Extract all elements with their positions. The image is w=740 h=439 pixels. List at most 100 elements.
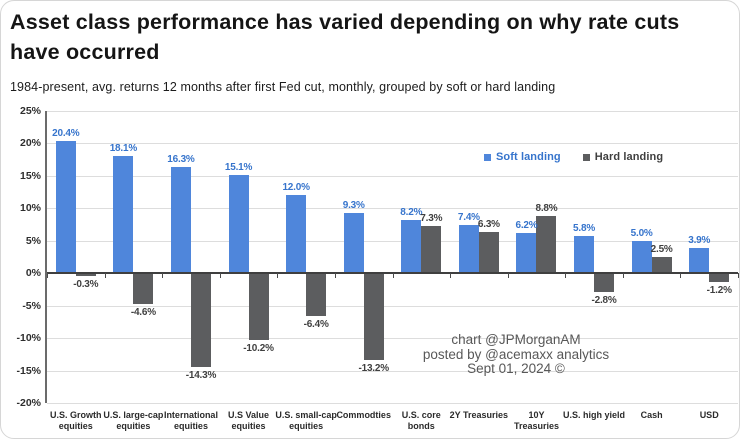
x-axis-tick <box>334 273 336 279</box>
value-label-hard-landing: 8.8% <box>535 203 558 215</box>
category-label: Commodties <box>336 410 391 420</box>
bar-hard-landing <box>306 274 327 316</box>
bar-soft-landing <box>631 240 652 274</box>
value-label-soft-landing: 15.1% <box>224 162 253 174</box>
value-label-soft-landing: 7.4% <box>457 212 480 224</box>
bar-hard-landing <box>536 216 557 274</box>
y-tick-label: -5% <box>22 299 41 312</box>
bar-hard-landing <box>421 225 442 274</box>
x-axis-tick <box>738 273 739 279</box>
x-axis-tick <box>450 273 452 279</box>
y-axis-line <box>45 111 47 403</box>
category-label: 10Y Treasuries <box>513 410 559 431</box>
x-axis-tick <box>507 273 509 279</box>
value-label-soft-landing: 12.0% <box>282 182 310 194</box>
bar-hard-landing <box>248 274 269 341</box>
legend-item-soft-landing: Soft landing <box>484 151 561 163</box>
bar-soft-landing <box>343 212 364 274</box>
value-label-hard-landing: -6.4% <box>303 318 329 330</box>
category-label: International equities <box>163 410 218 431</box>
bar-soft-landing <box>55 140 76 274</box>
y-tick-label: 5% <box>25 234 41 247</box>
bar-soft-landing <box>574 235 595 274</box>
value-label-soft-landing: 5.8% <box>573 222 596 234</box>
hard-landing-swatch-icon <box>582 153 590 161</box>
value-label-soft-landing: 16.3% <box>167 154 195 166</box>
x-axis-tick <box>565 273 567 279</box>
value-label-hard-landing: 2.5% <box>650 244 673 255</box>
bar-hard-landing <box>709 274 730 282</box>
bar-hard-landing <box>190 274 211 367</box>
x-axis-tick <box>277 273 279 279</box>
gridline <box>47 338 738 340</box>
gridline <box>47 111 738 112</box>
category-label: U.S. core bonds <box>401 410 441 431</box>
gridline <box>47 143 738 145</box>
y-tick-label: -15% <box>16 364 41 377</box>
gridline <box>47 370 738 372</box>
value-label-hard-landing: 6.3% <box>477 219 500 231</box>
bar-soft-landing <box>401 220 422 274</box>
value-label-soft-landing: 3.9% <box>688 234 711 246</box>
x-axis-tick <box>622 273 624 279</box>
gridline <box>47 305 738 307</box>
bar-hard-landing <box>478 232 499 274</box>
gridline <box>47 240 738 242</box>
bar-soft-landing <box>228 175 249 274</box>
category-label: U.S. small-cap equities <box>275 410 337 431</box>
y-tick-label: 0% <box>25 267 41 280</box>
attribution-line-3: Sept 01, 2024 © <box>467 361 565 376</box>
y-tick-label: 15% <box>19 169 41 182</box>
bar-hard-landing <box>363 274 384 360</box>
x-axis-tick <box>219 273 221 279</box>
y-tick-label: -20% <box>16 397 41 409</box>
value-label-soft-landing: 20.4% <box>52 127 80 139</box>
bar-soft-landing <box>516 232 537 274</box>
attribution-line-2: posted by @acemaxx analytics <box>422 346 610 362</box>
legend-item-hard-landing: Hard landing <box>582 151 664 163</box>
value-label-soft-landing: 9.3% <box>342 199 365 211</box>
y-tick-label: 20% <box>19 137 41 150</box>
hard-landing-legend-label: Hard landing <box>594 151 664 163</box>
category-label: U.S Value equities <box>228 410 270 431</box>
category-label: USD <box>699 410 719 420</box>
bar-soft-landing <box>113 155 134 274</box>
y-tick-label: 25% <box>19 105 41 117</box>
y-tick-label: 10% <box>19 202 41 215</box>
value-label-hard-landing: -2.8% <box>591 295 617 307</box>
bar-hard-landing <box>133 274 154 305</box>
attribution: chart @JPMorganAM posted by @acemaxx ana… <box>361 332 671 377</box>
value-label-hard-landing: 7.3% <box>420 212 443 224</box>
value-label-soft-landing: 18.1% <box>109 142 138 154</box>
category-label: Cash <box>640 410 663 420</box>
soft-landing-legend-label: Soft landing <box>496 151 561 163</box>
x-axis-tick <box>47 273 48 279</box>
bar-soft-landing <box>458 225 479 274</box>
gridline <box>47 403 738 404</box>
x-axis-tick <box>104 273 106 279</box>
page-title: Asset class performance has varied depen… <box>10 10 680 64</box>
value-label-soft-landing: 6.2% <box>515 219 538 231</box>
x-axis-tick <box>162 273 164 279</box>
chart-subtitle: 1984-present, avg. returns 12 months aft… <box>10 80 556 94</box>
value-label-hard-landing: -0.3% <box>73 279 99 291</box>
soft-landing-swatch-icon <box>484 153 491 161</box>
bar-soft-landing <box>286 195 307 274</box>
bar-soft-landing <box>689 247 710 274</box>
value-label-soft-landing: 8.2% <box>400 207 423 218</box>
bar-hard-landing <box>594 274 615 293</box>
chart-header: Asset class performance has varied depen… <box>10 7 732 94</box>
value-label-hard-landing: -1.2% <box>706 285 732 296</box>
category-label: U.S. high yield <box>563 410 626 420</box>
attribution-line-1: chart @JPMorganAM <box>451 332 581 347</box>
value-label-hard-landing: -4.6% <box>130 307 156 319</box>
gridline <box>47 208 738 210</box>
bar-hard-landing <box>651 257 672 274</box>
chart-legend: Soft landing Hard landing <box>484 151 663 163</box>
value-label-soft-landing: 5.0% <box>630 227 653 239</box>
y-tick-label: -10% <box>16 332 41 345</box>
gridline <box>47 175 738 177</box>
value-label-hard-landing: -13.2% <box>358 362 389 374</box>
category-label: 2Y Treasuries <box>449 410 509 420</box>
